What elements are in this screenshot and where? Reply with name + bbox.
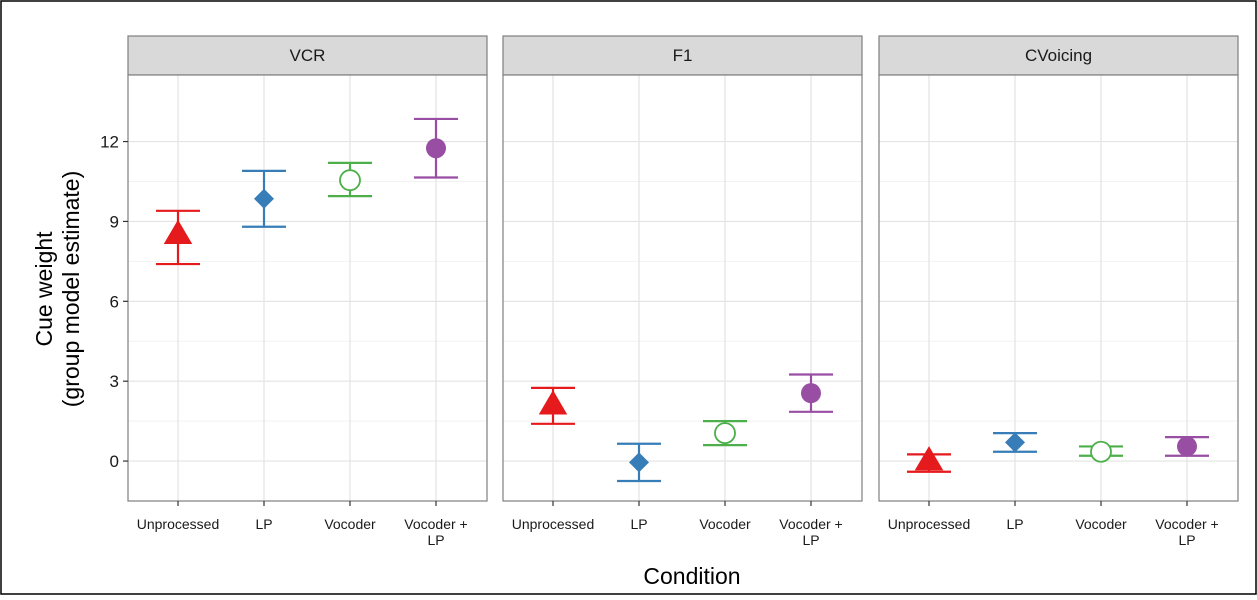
triangle-point: [914, 446, 944, 471]
diamond-point: [254, 188, 274, 209]
x-tick-label: LP: [1006, 516, 1023, 532]
y-tick-label: 6: [110, 292, 119, 311]
circle-point: [1177, 436, 1197, 457]
y-tick-label: 9: [110, 212, 119, 231]
x-tick-label: Vocoder + LP: [404, 516, 467, 548]
x-tick-label: LP: [630, 516, 647, 532]
x-tick-label: Vocoder: [324, 516, 376, 532]
circle-point: [801, 383, 821, 404]
facet-title-f1: F1: [673, 46, 693, 65]
x-tick-label: Unprocessed: [512, 516, 595, 532]
y-tick-label: 0: [110, 452, 119, 471]
y-tick-label: 12: [100, 133, 119, 152]
y-tick-label: 3: [110, 372, 119, 391]
x-tick-label: Unprocessed: [137, 516, 220, 532]
facet-strip-f1: [502, 35, 863, 76]
facet-title-cvoicing: CVoicing: [1025, 46, 1092, 65]
x-tick-label: Vocoder + LP: [779, 516, 842, 548]
x-tick-label: Unprocessed: [888, 516, 971, 532]
circle-point: [426, 138, 446, 159]
facet-title-vcr: VCR: [290, 46, 326, 65]
y-axis-title: Cue weight(group model estimate): [31, 171, 84, 408]
x-axis-title: Condition: [643, 563, 740, 589]
panel-background-f1: [503, 75, 862, 501]
x-tick-label: Vocoder: [699, 516, 751, 532]
triangle-point: [538, 390, 568, 415]
open-circle-point: [1090, 440, 1112, 463]
diamond-point: [1005, 432, 1025, 453]
panel-background-cvoicing: [879, 75, 1238, 501]
x-tick-label: LP: [255, 516, 272, 532]
diamond-point: [629, 452, 649, 473]
facet-strip-cvoicing: [878, 35, 1239, 76]
panel-border-cvoicing: [878, 74, 1239, 502]
x-tick-label: Vocoder: [1075, 516, 1127, 532]
open-circle-point: [339, 169, 361, 192]
open-circle-point: [714, 422, 736, 445]
x-tick-label: Vocoder + LP: [1155, 516, 1218, 548]
panel-border-vcr: [127, 74, 488, 502]
triangle-point: [163, 219, 193, 245]
panel-border-f1: [502, 74, 863, 502]
